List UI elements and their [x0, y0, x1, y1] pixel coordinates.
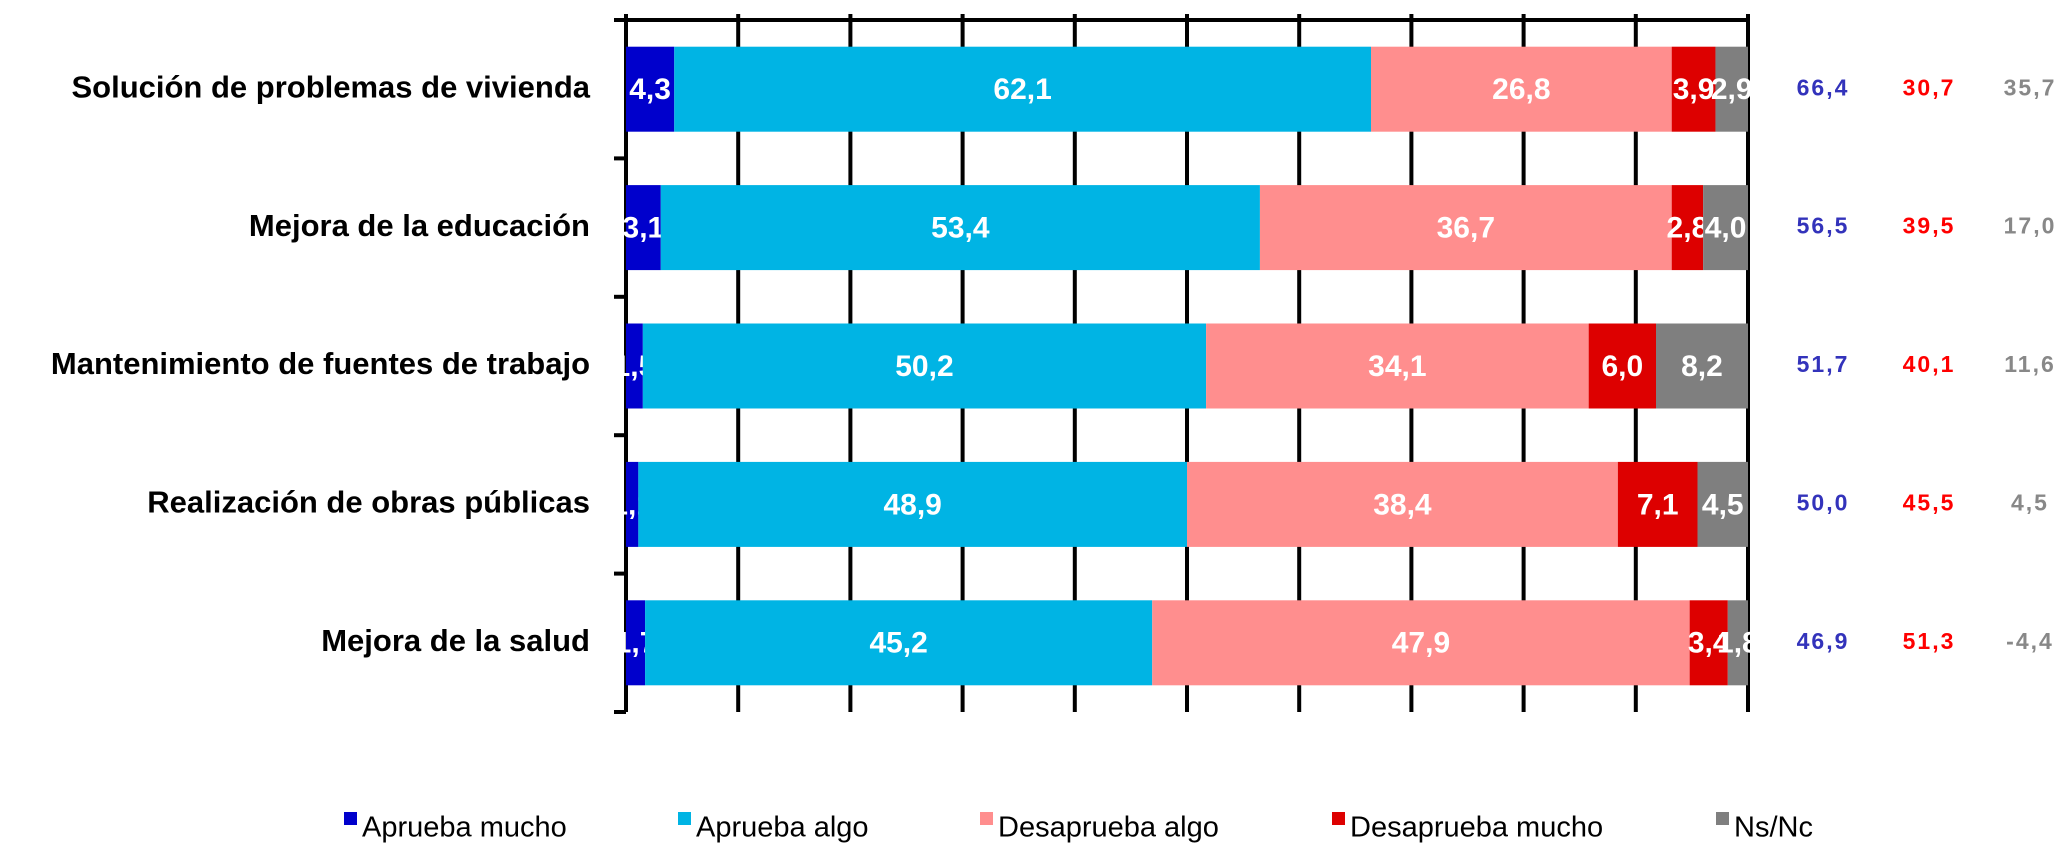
legend-swatch	[678, 812, 691, 825]
value-label: 50,2	[895, 350, 953, 383]
bar-segment	[626, 600, 646, 686]
total-label: 45,5	[1903, 489, 1956, 515]
total-label: 51,3	[1903, 628, 1956, 654]
value-label: 8,2	[1681, 350, 1723, 383]
value-label: 3,4	[1688, 627, 1730, 660]
legend-label: Ns/Nc	[1734, 812, 1813, 844]
value-label: 4,0	[1705, 212, 1747, 245]
value-label: 38,4	[1373, 488, 1432, 521]
bar-segment	[1671, 185, 1704, 271]
bar-segment	[1671, 46, 1716, 132]
legend-label: Desaprueba algo	[998, 812, 1219, 844]
value-label: 48,9	[883, 488, 941, 521]
bar-segment	[645, 600, 1153, 686]
legend-swatch	[1716, 812, 1729, 825]
bar-segment	[1703, 185, 1748, 271]
bar-segment	[1697, 461, 1748, 547]
category-label: Mejora de la educación	[249, 208, 590, 243]
total-label: 11,6	[2004, 351, 2056, 377]
total-label: 50,0	[1797, 489, 1850, 515]
bar-segment	[626, 185, 661, 271]
total-label: 30,7	[1903, 74, 1956, 100]
total-label: 4,5	[2011, 489, 2049, 515]
bar-segment	[1655, 323, 1748, 409]
value-label: 2,9	[1711, 73, 1753, 106]
bar-segment	[1715, 46, 1748, 132]
bar-segment	[1371, 46, 1672, 132]
value-label: 26,8	[1492, 73, 1550, 106]
value-label: 3,9	[1673, 73, 1715, 106]
total-label: 46,9	[1797, 628, 1850, 654]
bar-segment	[1689, 600, 1728, 686]
value-label: 47,9	[1392, 627, 1450, 660]
total-label: 40,1	[1903, 351, 1956, 377]
bar-segment	[1588, 323, 1656, 409]
bar-segment	[1727, 600, 1748, 686]
bar-segment	[1206, 323, 1589, 409]
value-label: 1,8	[1717, 627, 1759, 660]
category-label: Realización de obras públicas	[147, 485, 590, 520]
total-label: 56,5	[1797, 213, 1850, 239]
bar-segment	[626, 323, 643, 409]
bar-segment	[626, 461, 639, 547]
bar-segment	[1259, 185, 1672, 271]
bar-segment	[1152, 600, 1690, 686]
bar-segment	[638, 461, 1187, 547]
legend-label: Desaprueba mucho	[1350, 812, 1603, 844]
legend-label: Aprueba algo	[696, 812, 869, 844]
total-label: 51,7	[1797, 351, 1850, 377]
total-label: 17,0	[2004, 213, 2057, 239]
legend-label: Aprueba mucho	[362, 812, 567, 844]
bar-segment	[1617, 461, 1698, 547]
value-label: 4,3	[629, 73, 671, 106]
bar-segment	[660, 185, 1260, 271]
legend-swatch	[1332, 812, 1345, 825]
value-label: 36,7	[1437, 212, 1495, 245]
value-label: 62,1	[993, 73, 1051, 106]
legend-swatch	[344, 812, 357, 825]
category-label: Solución de problemas de vivienda	[71, 69, 590, 104]
total-label: 35,7	[2004, 74, 2057, 100]
bar-segment	[626, 46, 675, 132]
value-label: 3,1	[623, 212, 665, 245]
total-label: 66,4	[1797, 74, 1850, 100]
category-label: Mantenimiento de fuentes de trabajo	[51, 346, 590, 381]
total-label: 39,5	[1903, 213, 1956, 239]
bar-segment	[642, 323, 1207, 409]
value-label: 34,1	[1368, 350, 1426, 383]
bar-segment	[674, 46, 1372, 132]
value-label: 2,8	[1667, 212, 1709, 245]
value-label: 53,4	[931, 212, 990, 245]
value-label: 7,1	[1637, 488, 1679, 521]
value-label: 4,5	[1702, 488, 1744, 521]
bar-segment	[1187, 461, 1618, 547]
value-label: 45,2	[869, 627, 927, 660]
total-label: -4,4	[2006, 628, 2054, 654]
legend-swatch	[980, 812, 993, 825]
category-label: Mejora de la salud	[321, 623, 590, 658]
value-label: 6,0	[1601, 350, 1643, 383]
